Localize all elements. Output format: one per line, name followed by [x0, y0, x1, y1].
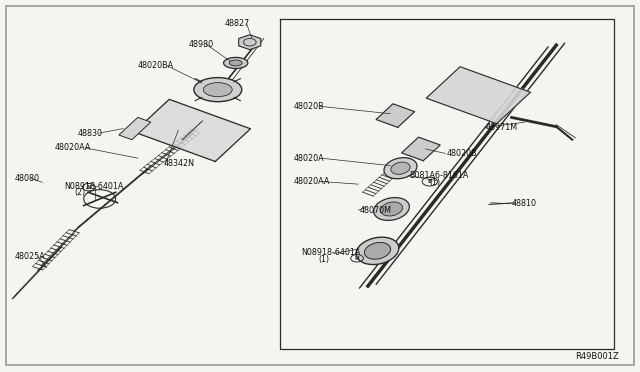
Text: B: B [428, 179, 432, 184]
Text: N08918-6401A: N08918-6401A [301, 248, 360, 257]
Text: 48342N: 48342N [164, 159, 195, 168]
Ellipse shape [194, 78, 242, 102]
Text: 48020B: 48020B [447, 149, 477, 158]
Text: (1): (1) [430, 178, 441, 187]
Polygon shape [134, 99, 250, 161]
FancyBboxPatch shape [6, 6, 634, 365]
Text: (1): (1) [319, 255, 330, 264]
Ellipse shape [384, 158, 417, 179]
Polygon shape [402, 137, 440, 161]
Text: (2): (2) [74, 188, 85, 197]
Ellipse shape [204, 83, 232, 97]
Bar [119, 118, 151, 140]
Ellipse shape [381, 202, 403, 216]
Text: 48020AA: 48020AA [55, 143, 92, 152]
Ellipse shape [356, 237, 399, 264]
Ellipse shape [374, 198, 410, 220]
Text: 48810: 48810 [511, 199, 536, 208]
Polygon shape [376, 104, 415, 127]
Text: 48025A: 48025A [15, 252, 45, 261]
Text: R49B001Z: R49B001Z [575, 352, 619, 361]
Text: 48020B: 48020B [293, 102, 324, 111]
Text: 48980: 48980 [189, 40, 214, 49]
Ellipse shape [223, 57, 248, 68]
Ellipse shape [364, 243, 390, 259]
Text: 48080: 48080 [15, 174, 40, 183]
Text: 48830: 48830 [77, 128, 102, 138]
Text: 48827: 48827 [224, 19, 250, 28]
Text: N08918-6401A: N08918-6401A [65, 182, 124, 190]
Text: 48070M: 48070M [360, 206, 392, 215]
Text: 48020BA: 48020BA [138, 61, 174, 70]
Text: N: N [355, 256, 359, 261]
Ellipse shape [391, 162, 410, 174]
Text: 48020A: 48020A [293, 154, 324, 163]
Text: 48020AA: 48020AA [293, 177, 330, 186]
Polygon shape [426, 67, 531, 124]
Text: B081A6-8161A: B081A6-8161A [410, 171, 468, 180]
Ellipse shape [229, 60, 242, 66]
Text: 48971M: 48971M [486, 123, 518, 132]
Text: N: N [86, 185, 91, 190]
